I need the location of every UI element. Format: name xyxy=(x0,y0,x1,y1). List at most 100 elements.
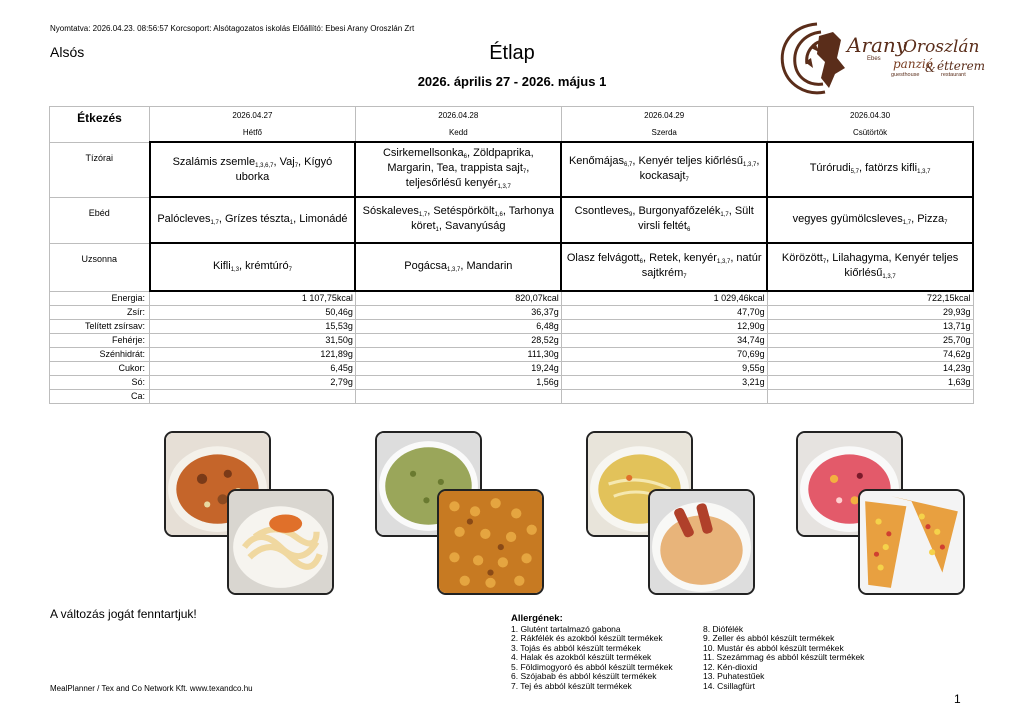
nutrition-row: Cukor: 6,45g 19,24g 9,55g 14,23g xyxy=(49,361,974,376)
dish-text: , fatörzs kifli xyxy=(859,162,918,174)
restaurant-logo: Arany Ebes Oroszlán panzió & étterem gue… xyxy=(775,18,985,98)
dish-text: Olasz felvágott xyxy=(566,252,640,264)
allergen-codes: 1 xyxy=(289,219,294,226)
day-header-0: 2026.04.27 Hétfő xyxy=(149,106,356,143)
allergen-heading: Allergének: xyxy=(511,613,563,624)
allergen-item: 11. Szezámmag és abból készült termékek xyxy=(703,652,865,662)
photo-monday-pasta xyxy=(227,489,334,595)
day-header-3: 2026.04.30 Csütörtök xyxy=(766,106,974,143)
allergen-codes: 7 xyxy=(294,162,299,169)
dish-text: , Mandarin xyxy=(460,259,513,272)
nutrient-value: 6,45g xyxy=(149,361,356,376)
dish-text: , teljesőrlésű kenyér xyxy=(405,162,530,189)
nutrient-value: 34,74g xyxy=(560,333,768,348)
dish-text: , krémtúró xyxy=(239,259,289,272)
nutrient-value: 9,55g xyxy=(560,361,768,376)
allergen-codes: 6 xyxy=(639,259,643,265)
allergen-item: 10. Mustár és abból készült termékek xyxy=(703,642,844,653)
meal-cell: Csontleves9, Burgonyafőzelék1,7, Sült vi… xyxy=(560,196,769,244)
meal-row: Ebéd Palócleves1,7, Grízes tészta1, Limon… xyxy=(49,196,974,244)
nutrient-value: 36,37g xyxy=(354,305,562,320)
nutrition-row: Ca: xyxy=(49,389,974,404)
nutrient-value: 25,70g xyxy=(766,333,974,348)
dish-text: , natúr sajtkrém xyxy=(641,252,762,279)
dish-text: , Burgonyafőzelék xyxy=(632,205,721,217)
allergen-item: 6. Szójabab és abból készült termékek xyxy=(511,671,657,681)
allergen-item: 1. Glutént tartalmazó gabona xyxy=(511,623,621,634)
allergen-codes: 7 xyxy=(288,266,292,273)
nutrition-row: Zsír: 50,46g 36,37g 47,70g 29,93g xyxy=(49,305,974,320)
nutrient-value: 74,62g xyxy=(766,347,974,362)
dish-text: Sóskaleves xyxy=(362,205,419,217)
photo-wednesday-stew xyxy=(648,489,755,595)
allergen-codes: 1,3,6,7 xyxy=(255,162,274,169)
nutrient-value: 70,69g xyxy=(560,347,768,362)
dish-text: Palócleves xyxy=(157,212,211,225)
allergen-codes: 1,6 xyxy=(494,212,503,218)
allergen-codes: 1,7 xyxy=(902,219,912,226)
dish-text: , Kígyó uborka xyxy=(235,155,333,183)
allergen-codes: 1,3 xyxy=(230,266,240,273)
nutrient-value xyxy=(766,389,974,404)
dish-text: , Pizza xyxy=(911,212,945,225)
dish-text: , Zöldpaprika, Margarin, Tea, trappista … xyxy=(387,147,534,174)
allergen-item: 3. Tojás és abból készült termékek xyxy=(511,642,641,653)
dish-text: Pogácsa xyxy=(404,259,448,272)
meal-cell: Körözött7, Lilahagyma, Kenyér teljes kiő… xyxy=(766,242,974,292)
allergen-column-1: 1. Glutént tartalmazó gabona 2. Rákfélék … xyxy=(511,623,703,692)
dish-text: , Sült virsli feltét xyxy=(638,205,754,232)
photo-tuesday-stew xyxy=(437,489,544,595)
meal-cell: Túrórudi5,7, fatörzs kifli1,3,7 xyxy=(766,141,974,198)
nutrient-value: 6,48g xyxy=(354,319,562,334)
allergen-item: 4. Halak és azokból készült termékek xyxy=(511,652,652,662)
logo-tagline-1: panzió xyxy=(893,57,933,71)
allergen-codes: 1,3,7 xyxy=(447,266,461,273)
meal-row: Uzsonna Kifli1,3, krémtúró7 Pogácsa1,3,7, … xyxy=(49,242,974,292)
allergen-codes: 1,3,7 xyxy=(882,274,896,280)
nutrition-row: Energia: 1 107,75kcal 820,07kcal 1 029,46kc… xyxy=(49,290,974,306)
allergen-codes: 1,3,7 xyxy=(743,161,757,168)
logo-sub-1: guesthouse xyxy=(891,72,919,78)
day-header-2: 2026.04.29 Szerda xyxy=(560,106,768,143)
allergen-codes: 1 xyxy=(435,227,439,233)
allergen-codes: 1,3,7 xyxy=(917,169,931,175)
allergen-codes: 1,3,7 xyxy=(497,184,511,190)
nutrient-value: 820,07kcal xyxy=(354,290,562,306)
disclaimer: A változás jogát fenntartjuk! xyxy=(50,607,197,621)
dish-text: , Kenyér teljes kiőrlésű xyxy=(632,154,743,167)
day-header-1: 2026.04.28 Kedd xyxy=(354,106,562,143)
dish-text: Kifli xyxy=(212,259,231,272)
logo-prefix: Ebes xyxy=(867,56,881,62)
nutrition-row: Só: 2,79g 1,56g 3,21g 1,63g xyxy=(49,375,974,390)
dish-text: , Savanyúság xyxy=(438,220,506,232)
nutrient-value: 111,30g xyxy=(354,347,562,362)
nutrient-value: 50,46g xyxy=(149,305,356,320)
nutrient-value: 14,23g xyxy=(766,361,974,376)
logo-sub-2: restaurant xyxy=(941,72,966,78)
nutrient-value: 1 107,75kcal xyxy=(149,290,356,306)
dish-text: vegyes gyümölcsleves xyxy=(792,212,903,225)
dish-text: , Grízes tészta xyxy=(218,212,290,225)
dish-text: Kenőmájas xyxy=(568,154,624,167)
nutrient-value: 722,15kcal xyxy=(766,290,974,306)
nutrient-value: 12,90g xyxy=(560,319,768,334)
meal-cell: Csirkemellsonka6, Zöldpaprika, Margarin,… xyxy=(354,141,563,198)
allergen-legend: Allergének: 1. Glutént tartalmazó gabona… xyxy=(511,614,895,691)
dish-text: Körözött xyxy=(781,252,823,264)
allergen-codes: 7 xyxy=(822,259,827,265)
nutrition-row: Szénhidrát: 121,89g 111,30g 70,69g 74,62g xyxy=(49,347,974,362)
nutrient-label: Só: xyxy=(49,375,150,390)
nutrient-value: 47,70g xyxy=(560,305,768,320)
nutrient-value: 1,63g xyxy=(766,375,974,390)
logo-word-2: Oroszlán xyxy=(903,37,980,57)
nutrient-value: 29,93g xyxy=(766,305,974,320)
nutrition-row: Telített zsírsav: 15,53g 6,48g 12,90g 13,71g xyxy=(49,319,974,334)
allergen-codes: 7 xyxy=(522,169,527,175)
dish-text: , Tarhonya köret xyxy=(411,205,554,232)
allergen-item: 2. Rákfélék és azokból készült termékek xyxy=(511,633,663,643)
nutrient-label: Szénhidrát: xyxy=(49,347,150,362)
nutrient-value: 3,21g xyxy=(560,375,768,390)
nutrient-value: 15,53g xyxy=(149,319,356,334)
nutrient-value xyxy=(354,389,562,404)
photo-thursday-pizza xyxy=(858,489,965,595)
